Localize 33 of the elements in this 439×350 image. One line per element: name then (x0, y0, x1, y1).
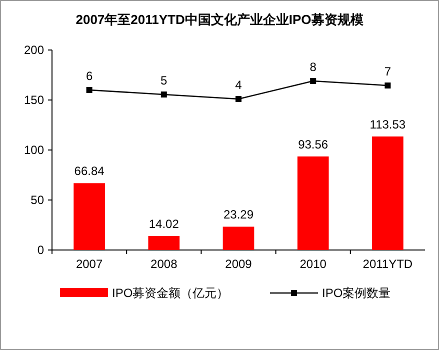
x-tick-label: 2010 (300, 257, 327, 271)
data-label: 5 (160, 74, 168, 88)
point (86, 87, 92, 93)
y-tick-label: 0 (37, 243, 44, 257)
data-label: 66.84 (74, 164, 105, 178)
point (160, 92, 167, 98)
point (384, 82, 391, 88)
y-tick-label: 200 (24, 43, 44, 57)
bar (74, 183, 105, 250)
legend-label: IPO案例数量 (322, 286, 391, 300)
data-label: 6 (86, 69, 93, 83)
y-tick-label: 50 (30, 193, 44, 207)
chart-title: 2007年至2011YTD中国文化产业企业IPO募资规模 (76, 12, 364, 27)
data-label: 7 (384, 64, 392, 78)
y-tick-label: 150 (24, 93, 44, 107)
bar (148, 236, 180, 250)
data-label: 8 (310, 60, 317, 74)
x-tick-label: 2007 (76, 257, 103, 271)
legend-label: IPO募资金额（亿元） (112, 286, 229, 300)
bar (222, 226, 254, 250)
point (310, 78, 316, 84)
y-tick-label: 100 (24, 143, 44, 157)
bar (372, 136, 404, 250)
data-label: 14.02 (148, 216, 180, 231)
data-label: 23.29 (223, 208, 254, 222)
point (236, 96, 242, 102)
x-tick-label: 2008 (150, 257, 178, 271)
x-tick-label: 2009 (225, 257, 252, 271)
x-tick-label: 2011YTD (362, 257, 413, 271)
data-label: 93.56 (298, 137, 328, 152)
bar (297, 156, 329, 250)
data-label: 4 (235, 78, 242, 92)
data-label: 113.53 (370, 117, 406, 132)
